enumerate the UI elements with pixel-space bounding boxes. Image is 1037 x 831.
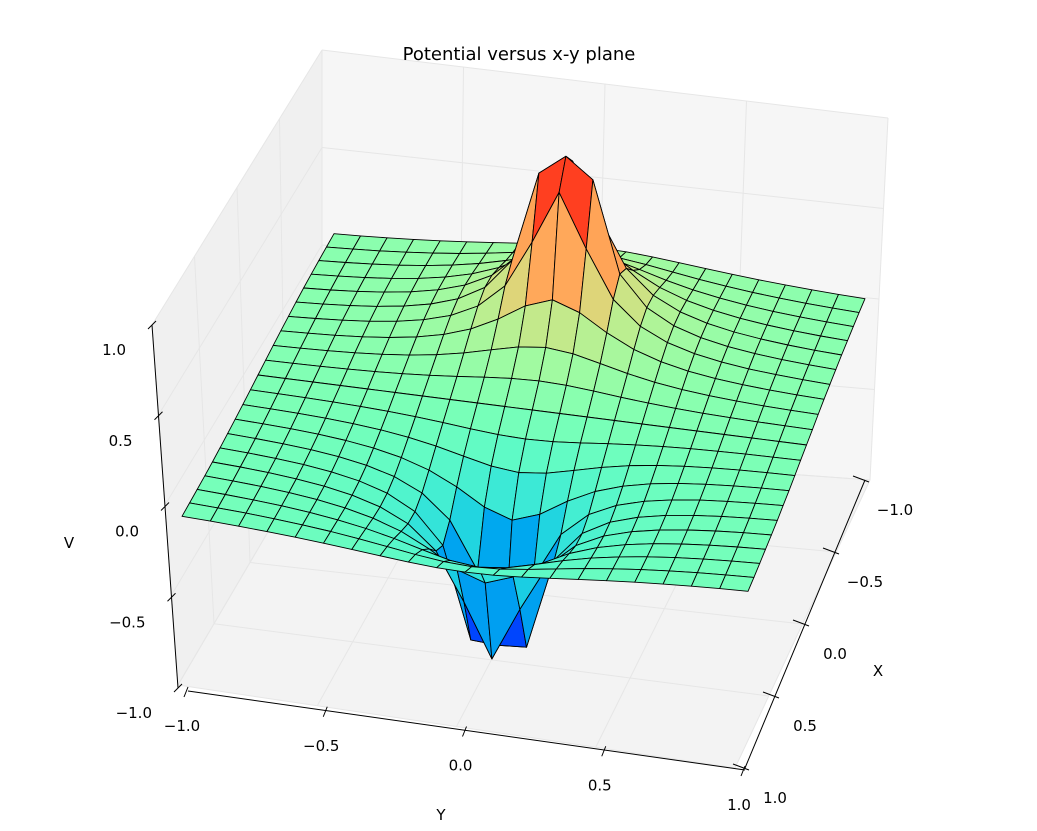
- y-tick-label: −0.5: [303, 737, 339, 755]
- x-tick-label: −1.0: [877, 501, 913, 519]
- x-axis-tick: [852, 475, 870, 483]
- z-axis-label: V: [64, 534, 75, 552]
- z-axis-tick: [167, 592, 176, 602]
- z-axis-tick: [147, 320, 157, 330]
- axes: [147, 320, 870, 777]
- x-tick-label: 0.5: [793, 717, 817, 735]
- surface-facet: [743, 517, 778, 536]
- x-axis-tick: [822, 547, 840, 555]
- z-axis-tick: [154, 411, 163, 421]
- z-tick-label: 0.5: [109, 432, 133, 450]
- y-axis-tick: [462, 726, 467, 737]
- floor-grid-line: [177, 684, 736, 769]
- y-tick-label: −1.0: [164, 717, 200, 735]
- x-axis-label: X: [873, 662, 883, 680]
- left-pane: [152, 50, 322, 685]
- chart-title: Potential versus x-y plane: [403, 44, 636, 65]
- y-tick-label: 0.0: [449, 757, 473, 775]
- surface: [181, 155, 866, 660]
- left-grid-line: [194, 256, 215, 624]
- y-tick-label: 1.0: [727, 796, 751, 814]
- surface-facet: [760, 472, 796, 492]
- axis-labels: −1.0 −0.5 0.0 0.5 1.0 −1.0 −0.5 0.0 0.5 1.0 −1.0 −0…: [102, 341, 913, 814]
- back-grid-line: [321, 49, 889, 119]
- z-tick-label: 0.0: [115, 523, 139, 541]
- y-axis-tick: [322, 706, 328, 717]
- z-axis-tick: [160, 502, 170, 511]
- back-grid-line: [321, 147, 884, 209]
- x-tick-label: 1.0: [763, 789, 787, 807]
- y-axis-line: [187, 690, 746, 771]
- y-axis-tick: [601, 746, 607, 757]
- x-axis-tick: [762, 691, 780, 699]
- x-tick-label: −0.5: [847, 573, 883, 591]
- y-tick-label: 0.5: [588, 776, 612, 794]
- x-tick-label: 0.0: [823, 645, 847, 663]
- left-grid-line: [158, 147, 323, 416]
- z-tick-label: 1.0: [102, 341, 126, 359]
- floor-grid-line: [213, 623, 769, 697]
- surface-facet: [719, 574, 755, 592]
- y-axis-label: Y: [435, 806, 446, 824]
- left-grid-line: [151, 49, 323, 326]
- z-tick-label: −0.5: [109, 613, 145, 631]
- back-grid-line: [869, 117, 889, 481]
- x-axis-tick: [792, 619, 810, 627]
- surface-facet: [731, 546, 766, 564]
- surface-facet: [737, 532, 772, 550]
- z-axis-tick: [173, 683, 183, 693]
- y-axis-tick: [183, 686, 189, 698]
- x-axis-tick: [732, 763, 750, 771]
- y-axis-tick: [740, 765, 746, 777]
- surface-facet: [754, 487, 790, 507]
- surface-facet: [748, 502, 784, 521]
- z-tick-label: −1.0: [116, 704, 152, 722]
- left-grid-line: [164, 244, 323, 506]
